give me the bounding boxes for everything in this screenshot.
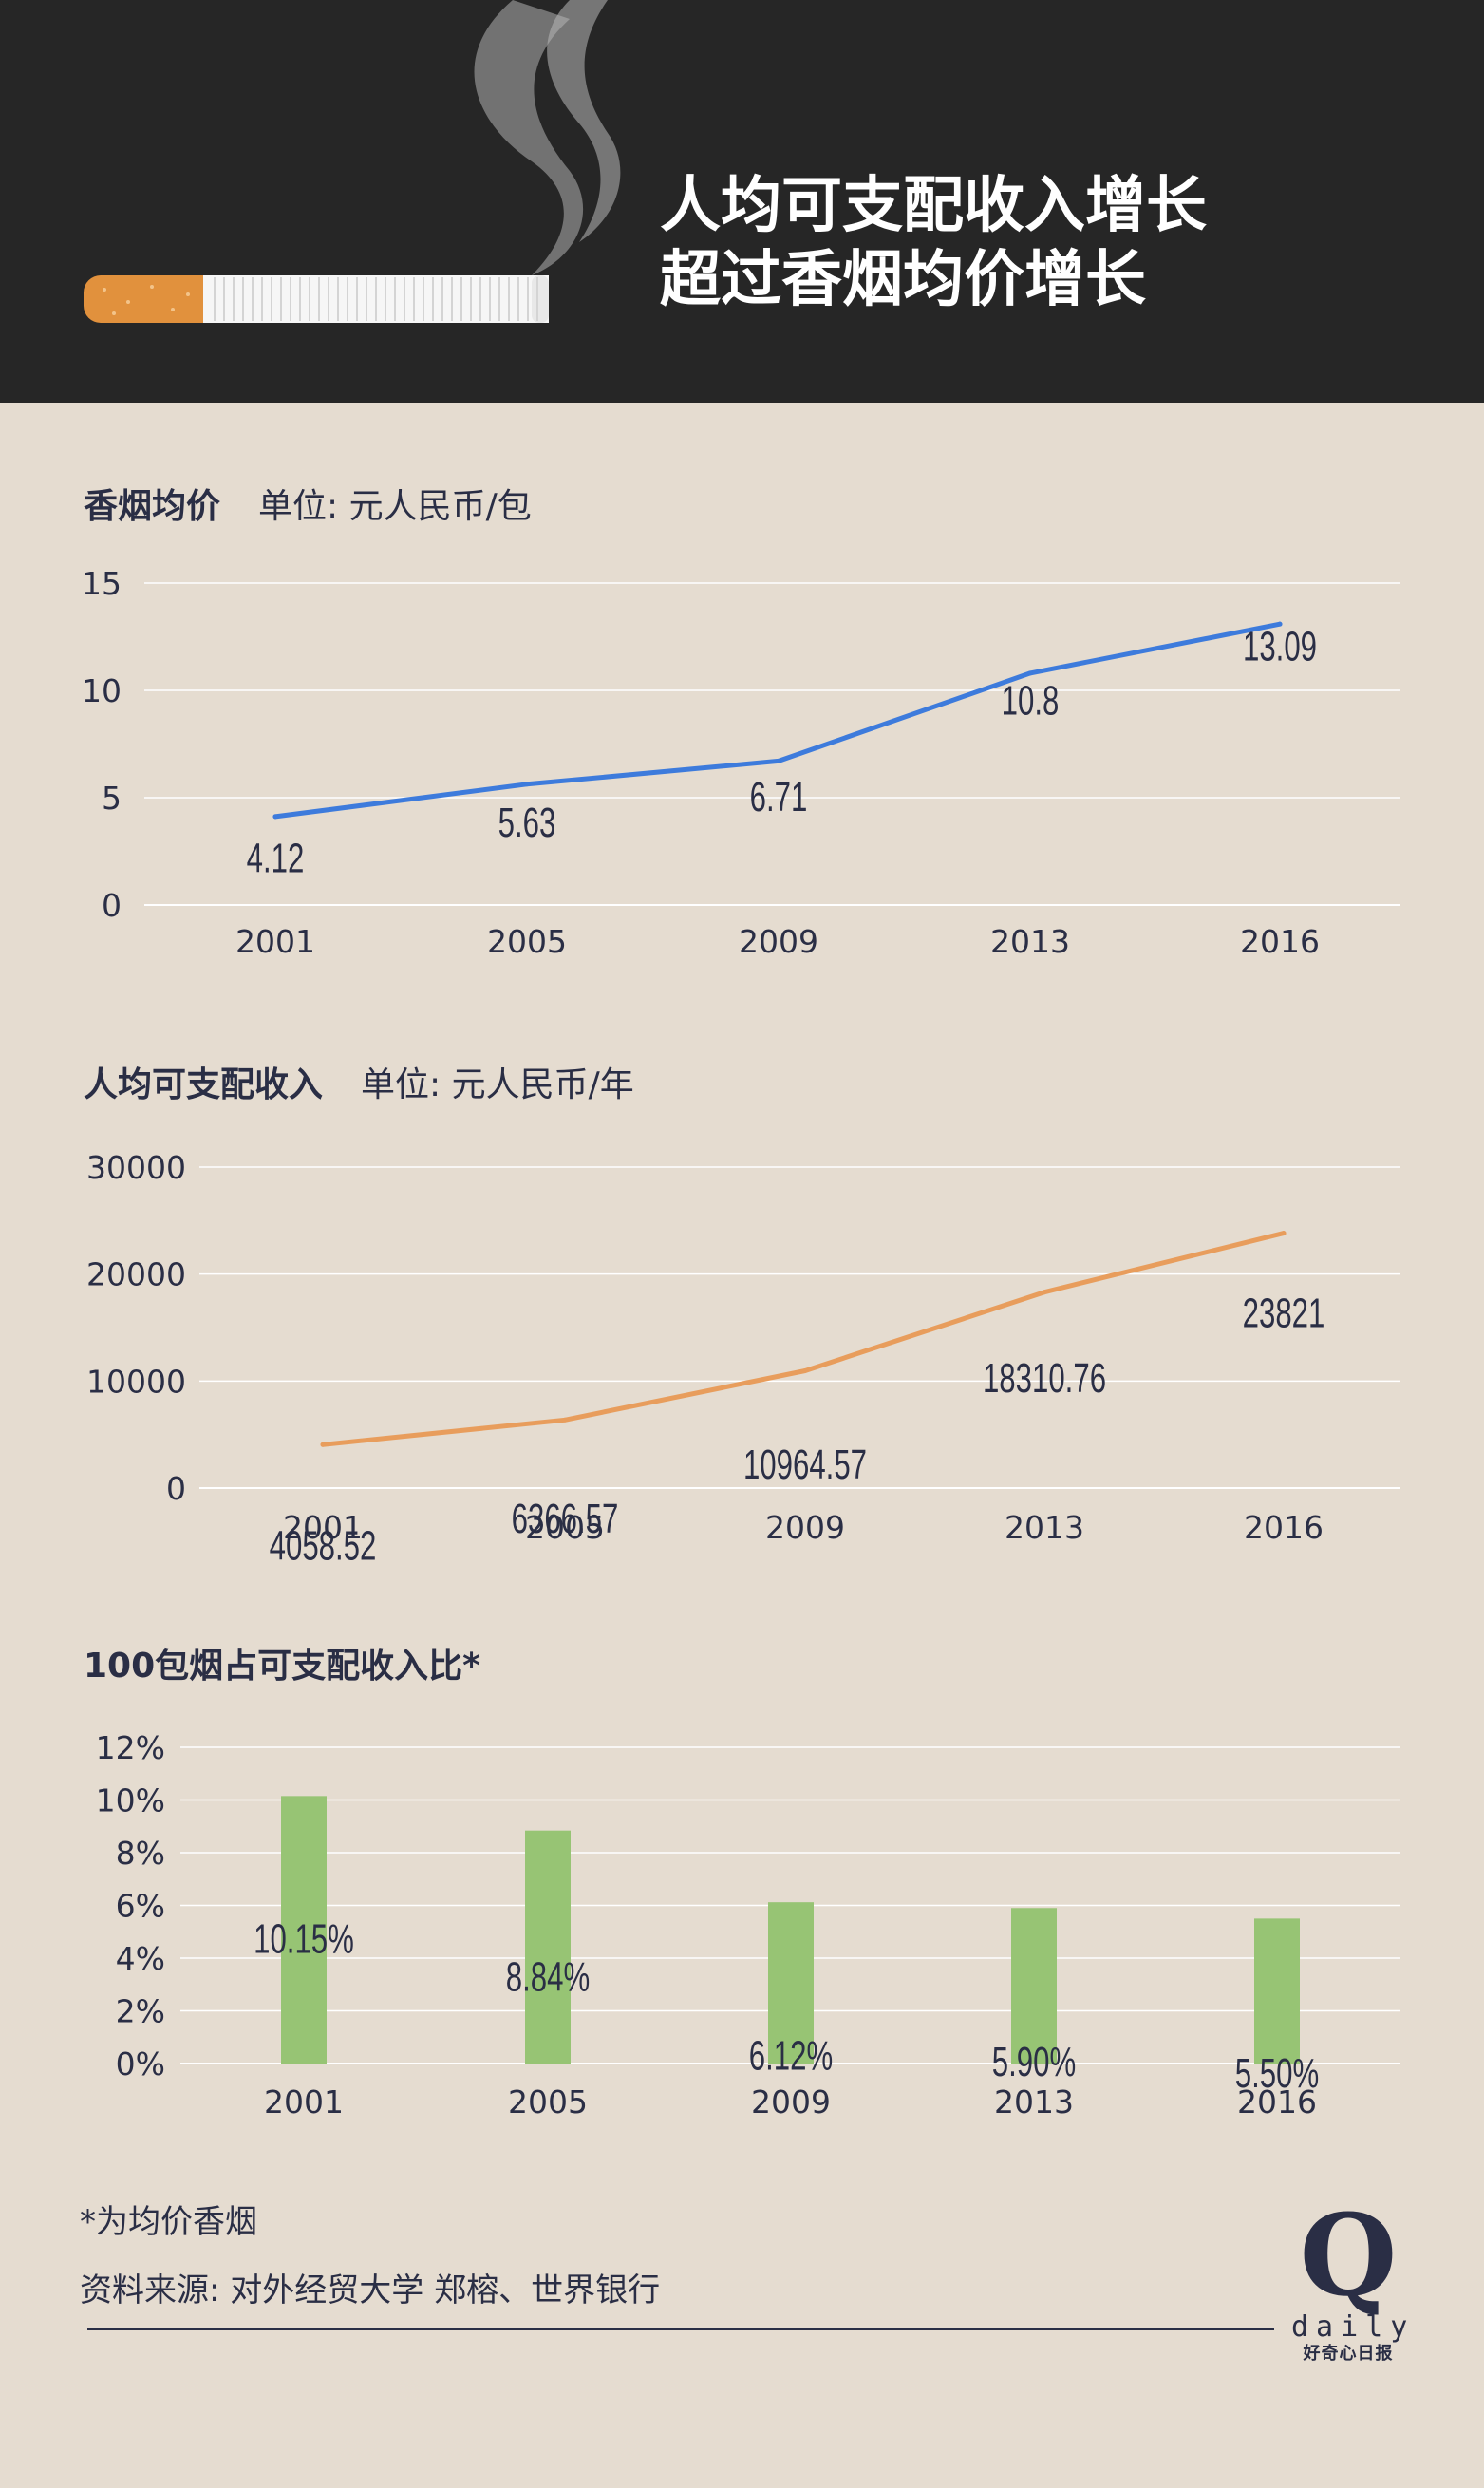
- price-title: 香烟均价: [84, 487, 221, 526]
- x-tick-label: 2009: [751, 2083, 831, 2120]
- ratio-bar-chart: 0% 2% 4% 6% 8% 10% 12% 2001 2005 2009 2013 2016 10.1…: [96, 1729, 1400, 2120]
- data-label: 23821: [1243, 1290, 1325, 1337]
- x-tick-label: 2013: [990, 923, 1070, 960]
- data-point: [562, 1417, 568, 1423]
- y-tick-label: 30000: [86, 1149, 186, 1186]
- data-point: [272, 814, 278, 820]
- x-tick-label: 2005: [525, 1509, 605, 1546]
- x-tick-label: 2001: [283, 1509, 363, 1546]
- y-tick-label: 2%: [116, 1993, 165, 2030]
- footer-divider: [87, 2328, 1274, 2330]
- x-tick-label: 2001: [235, 923, 315, 960]
- logo-letter: Q: [1299, 2189, 1398, 2321]
- x-tick-label: 2009: [765, 1509, 845, 1546]
- page-title: 人均可支配收入增长 超过香烟均价增长: [660, 169, 1438, 317]
- footnote: *为均价香烟: [80, 2203, 257, 2241]
- ratio-title: 100包烟占可支配收入比*: [84, 1647, 480, 1686]
- data-label: 4.12: [247, 835, 305, 882]
- data-point: [524, 782, 530, 787]
- data-label: 10.15%: [254, 1915, 354, 1963]
- price-line-chart: 0 5 10 15 2001 2005 2009 2013 2016 4.12 5.63 6.71 10…: [82, 565, 1400, 960]
- logo-tagline: 好奇心日报: [1303, 2344, 1394, 2364]
- y-tick-label: 0%: [116, 2045, 165, 2083]
- y-tick-label: 12%: [96, 1729, 165, 1766]
- data-label: 18310.76: [983, 1355, 1106, 1403]
- bar: [525, 1830, 571, 2064]
- y-tick-label: 5: [102, 780, 122, 817]
- data-label: 5.90%: [992, 2039, 1076, 2086]
- income-line-chart: 0 10000 20000 30000 2001 2005 2009 2013 2016 4058…: [86, 1149, 1400, 1570]
- y-tick-label: 0: [166, 1470, 186, 1507]
- x-tick-label: 2005: [487, 923, 567, 960]
- data-label: 13.09: [1243, 623, 1317, 670]
- data-point: [802, 1367, 808, 1373]
- data-label: 6.71: [750, 774, 808, 821]
- x-tick-label: 2013: [1005, 1509, 1084, 1546]
- y-tick-label: 20000: [86, 1256, 186, 1293]
- y-tick-label: 10%: [96, 1782, 165, 1819]
- bar: [1254, 1918, 1300, 2064]
- bar: [281, 1796, 327, 2064]
- data-point: [1042, 1290, 1047, 1295]
- data-point: [1281, 1231, 1287, 1236]
- y-tick-label: 0: [102, 887, 122, 924]
- x-tick-label: 2009: [739, 923, 818, 960]
- price-section-title: 香烟均价 单位: 元人民币/包: [84, 479, 532, 528]
- data-label: 4058.52: [270, 1522, 377, 1570]
- data-label: 8.84%: [506, 1953, 590, 2001]
- data-point: [320, 1442, 326, 1447]
- ratio-section-title: 100包烟占可支配收入比*: [84, 1638, 480, 1687]
- bar: [768, 1902, 814, 2064]
- y-tick-label: 4%: [116, 1940, 165, 1977]
- income-title: 人均可支配收入: [84, 1065, 324, 1104]
- x-tick-label: 2013: [994, 2083, 1074, 2120]
- y-tick-label: 10: [82, 672, 122, 709]
- bar: [1011, 1908, 1057, 2064]
- y-tick-label: 15: [82, 565, 122, 602]
- data-point: [1277, 621, 1283, 627]
- title-line-2: 超过香烟均价增长: [660, 245, 1146, 315]
- data-point: [776, 758, 781, 763]
- price-unit: 单位: 元人民币/包: [258, 487, 532, 526]
- x-tick-label: 2016: [1240, 923, 1320, 960]
- y-tick-label: 8%: [116, 1835, 165, 1872]
- header-banner: 人均可支配收入增长 超过香烟均价增长: [0, 0, 1484, 403]
- cigarette-icon: [84, 0, 621, 323]
- x-tick-label: 2005: [508, 2083, 588, 2120]
- data-label: 5.50%: [1235, 2050, 1319, 2098]
- data-label: 10.8: [1002, 677, 1060, 725]
- data-label: 6366.57: [512, 1496, 619, 1543]
- source-note: 资料来源: 对外经贸大学 郑榕、世界银行: [80, 2271, 661, 2309]
- data-label: 5.63: [498, 800, 556, 847]
- x-tick-label: 2016: [1244, 1509, 1324, 1546]
- income-unit: 单位: 元人民币/年: [361, 1065, 634, 1104]
- data-point: [1027, 670, 1033, 676]
- x-tick-label: 2016: [1237, 2083, 1317, 2120]
- y-tick-label: 10000: [86, 1363, 186, 1400]
- data-label: 10964.57: [743, 1442, 867, 1489]
- qdaily-logo: Q daily 好奇心日报: [1291, 2189, 1416, 2365]
- title-line-1: 人均可支配收入增长: [660, 171, 1207, 241]
- data-label: 6.12%: [749, 2032, 833, 2080]
- x-tick-label: 2001: [264, 2083, 344, 2120]
- income-section-title: 人均可支配收入 单位: 元人民币/年: [84, 1057, 634, 1106]
- y-tick-label: 6%: [116, 1888, 165, 1925]
- logo-word: daily: [1291, 2310, 1416, 2344]
